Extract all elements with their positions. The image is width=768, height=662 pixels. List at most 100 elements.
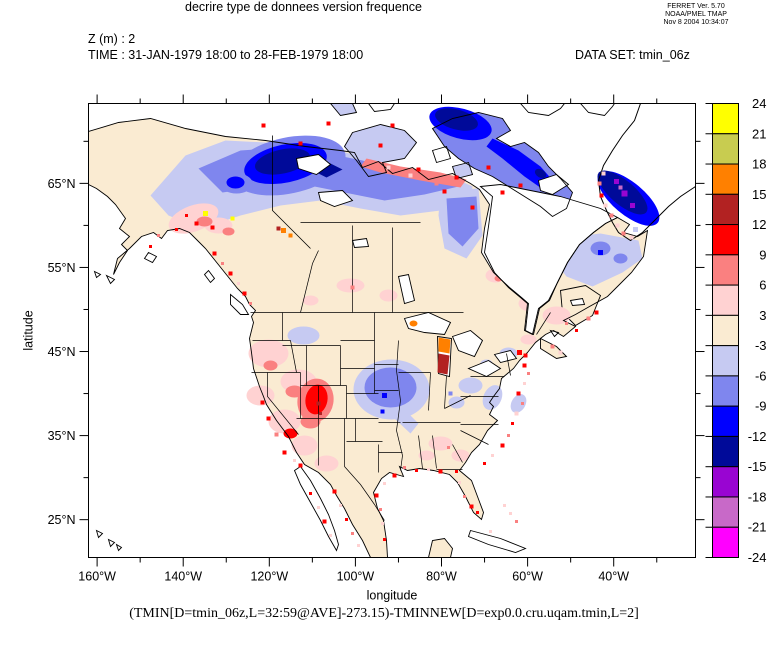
map-data-cell: [514, 411, 519, 416]
map-data-cell: [408, 173, 413, 178]
x-tick-label: 40°W: [598, 570, 629, 584]
time-range-label: TIME : 31-JAN-1979 18:00 to 28-FEB-1979 …: [88, 48, 364, 62]
map-border-line: [432, 435, 437, 469]
x-tick-label: 160°W: [78, 570, 116, 584]
map-shape: [431, 145, 452, 164]
map-anomaly-blob: [458, 377, 483, 394]
map-shape: [351, 237, 370, 248]
map-data-cell: [522, 363, 527, 368]
map-data-cell: [380, 409, 385, 414]
map-anomaly-blob: [435, 108, 478, 131]
map-data-cell: [416, 167, 421, 172]
map-data-cell: [379, 508, 382, 511]
map-data-cell: [274, 432, 279, 437]
map-data-cell: [521, 402, 524, 405]
colorbar-cell: [712, 345, 739, 377]
map-anomaly-blob: [248, 339, 289, 368]
map-anomaly-blob: [222, 227, 235, 236]
map-data-cell: [293, 459, 296, 462]
map-data-cell: [455, 470, 458, 473]
colorbar-label: 24: [752, 96, 766, 111]
map-data-cell: [298, 463, 303, 468]
map-data-cell: [476, 511, 479, 514]
map-anomaly-blob: [590, 241, 611, 256]
map-data-cell: [339, 504, 342, 507]
colorbar: 24 21 18 15 12 9 6 3 -3 -6 -9 -12 -15 -18 -21 -24: [705, 96, 767, 565]
map-data-cell: [392, 473, 397, 478]
map-shape: [230, 293, 250, 315]
map-data-cell: [357, 544, 360, 547]
map-anomaly-blob: [428, 436, 453, 451]
map-border-line: [506, 353, 511, 376]
map-data-cell: [157, 234, 160, 237]
x-tick-label: 60°W: [512, 570, 543, 584]
map-data-cell: [309, 492, 312, 495]
colorbar-label: 9: [759, 247, 766, 262]
map-shape: [367, 103, 396, 112]
map-data-cell: [210, 225, 215, 230]
map-border-line: [444, 375, 447, 409]
map-data-cell: [427, 468, 430, 471]
colorbar-cell: [712, 133, 739, 165]
map-anomaly-blob: [409, 320, 418, 327]
map-data-cell: [599, 193, 604, 198]
map-data-cell: [621, 231, 626, 236]
map-data-cell: [615, 223, 620, 228]
colorbar-label: 15: [752, 187, 766, 202]
map-data-cell: [228, 271, 233, 276]
map-anomaly-blob: [510, 394, 527, 413]
map-data-cell: [454, 175, 459, 180]
colorbar-label: -12: [748, 429, 767, 444]
map-anomaly-blob: [613, 253, 628, 264]
map-shape: [451, 161, 474, 180]
y-axis-title: latitude: [22, 310, 36, 350]
colorbar-label: -9: [755, 399, 767, 414]
colorbar-label: -18: [748, 489, 767, 504]
map-data-cell: [603, 203, 608, 208]
map-data-cell: [203, 211, 208, 216]
map-data-cell: [550, 344, 555, 349]
map-data-cell: [442, 189, 447, 194]
map-data-cell: [194, 221, 199, 226]
map-border-line: [597, 103, 696, 242]
x-tick-label: 140°W: [164, 570, 202, 584]
map-data-cell: [242, 291, 247, 296]
map-data-cell: [489, 530, 492, 533]
map-data-cell: [221, 262, 224, 265]
colorbar-cell: [712, 103, 739, 135]
map-data-cell: [383, 538, 386, 541]
map-shape: [343, 124, 418, 178]
map-data-cell: [383, 482, 386, 485]
map-border-line: [428, 372, 431, 411]
colorbar-cell: [712, 375, 739, 407]
map-data-cell: [633, 227, 638, 232]
plot-group: 160°W 140°W 120°W 100°W 80°W 60°W 40°W 65°N 55°N…: [22, 94, 767, 603]
map-data-cell: [230, 216, 235, 221]
map-anomaly-blob: [226, 176, 245, 189]
map-data-cell: [597, 181, 602, 186]
map-shape: [569, 297, 586, 306]
colorbar-cell: [712, 284, 739, 316]
map-data-cell: [447, 446, 450, 449]
map-data-cell: [503, 504, 506, 507]
map-anomaly-blob: [302, 295, 319, 306]
colorbar-cell: [712, 435, 739, 468]
map-data-cell: [486, 165, 491, 170]
map-data-cell: [515, 520, 518, 523]
map-data-cell: [249, 302, 252, 305]
map-data-cell: [629, 235, 634, 240]
map-data-cell: [483, 462, 486, 465]
ferret-org: NOAA/PMEL TMAP: [665, 11, 727, 19]
map-data-cell: [518, 183, 523, 188]
map-shape: [317, 190, 354, 207]
colorbar-cell: [712, 163, 739, 195]
map-anomaly-blob: [283, 428, 298, 439]
map-data-cell: [298, 141, 303, 146]
map-data-cell: [386, 165, 391, 170]
map-data-cell: [149, 245, 152, 248]
map-shape: [93, 270, 102, 279]
ferret-timestamp: Nov 8 2004 10:34:07: [663, 19, 729, 27]
dataset-label: DATA SET: tmin_06z: [575, 48, 690, 62]
